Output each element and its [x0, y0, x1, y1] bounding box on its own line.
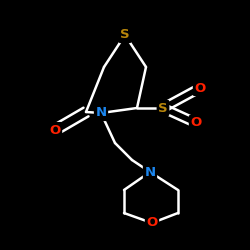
Text: O: O: [194, 82, 205, 94]
Text: S: S: [158, 102, 168, 114]
Text: O: O: [50, 124, 60, 136]
Text: N: N: [96, 106, 106, 120]
Text: S: S: [120, 28, 130, 42]
Text: O: O: [190, 116, 202, 130]
Text: N: N: [144, 166, 156, 178]
Text: O: O: [146, 216, 158, 230]
